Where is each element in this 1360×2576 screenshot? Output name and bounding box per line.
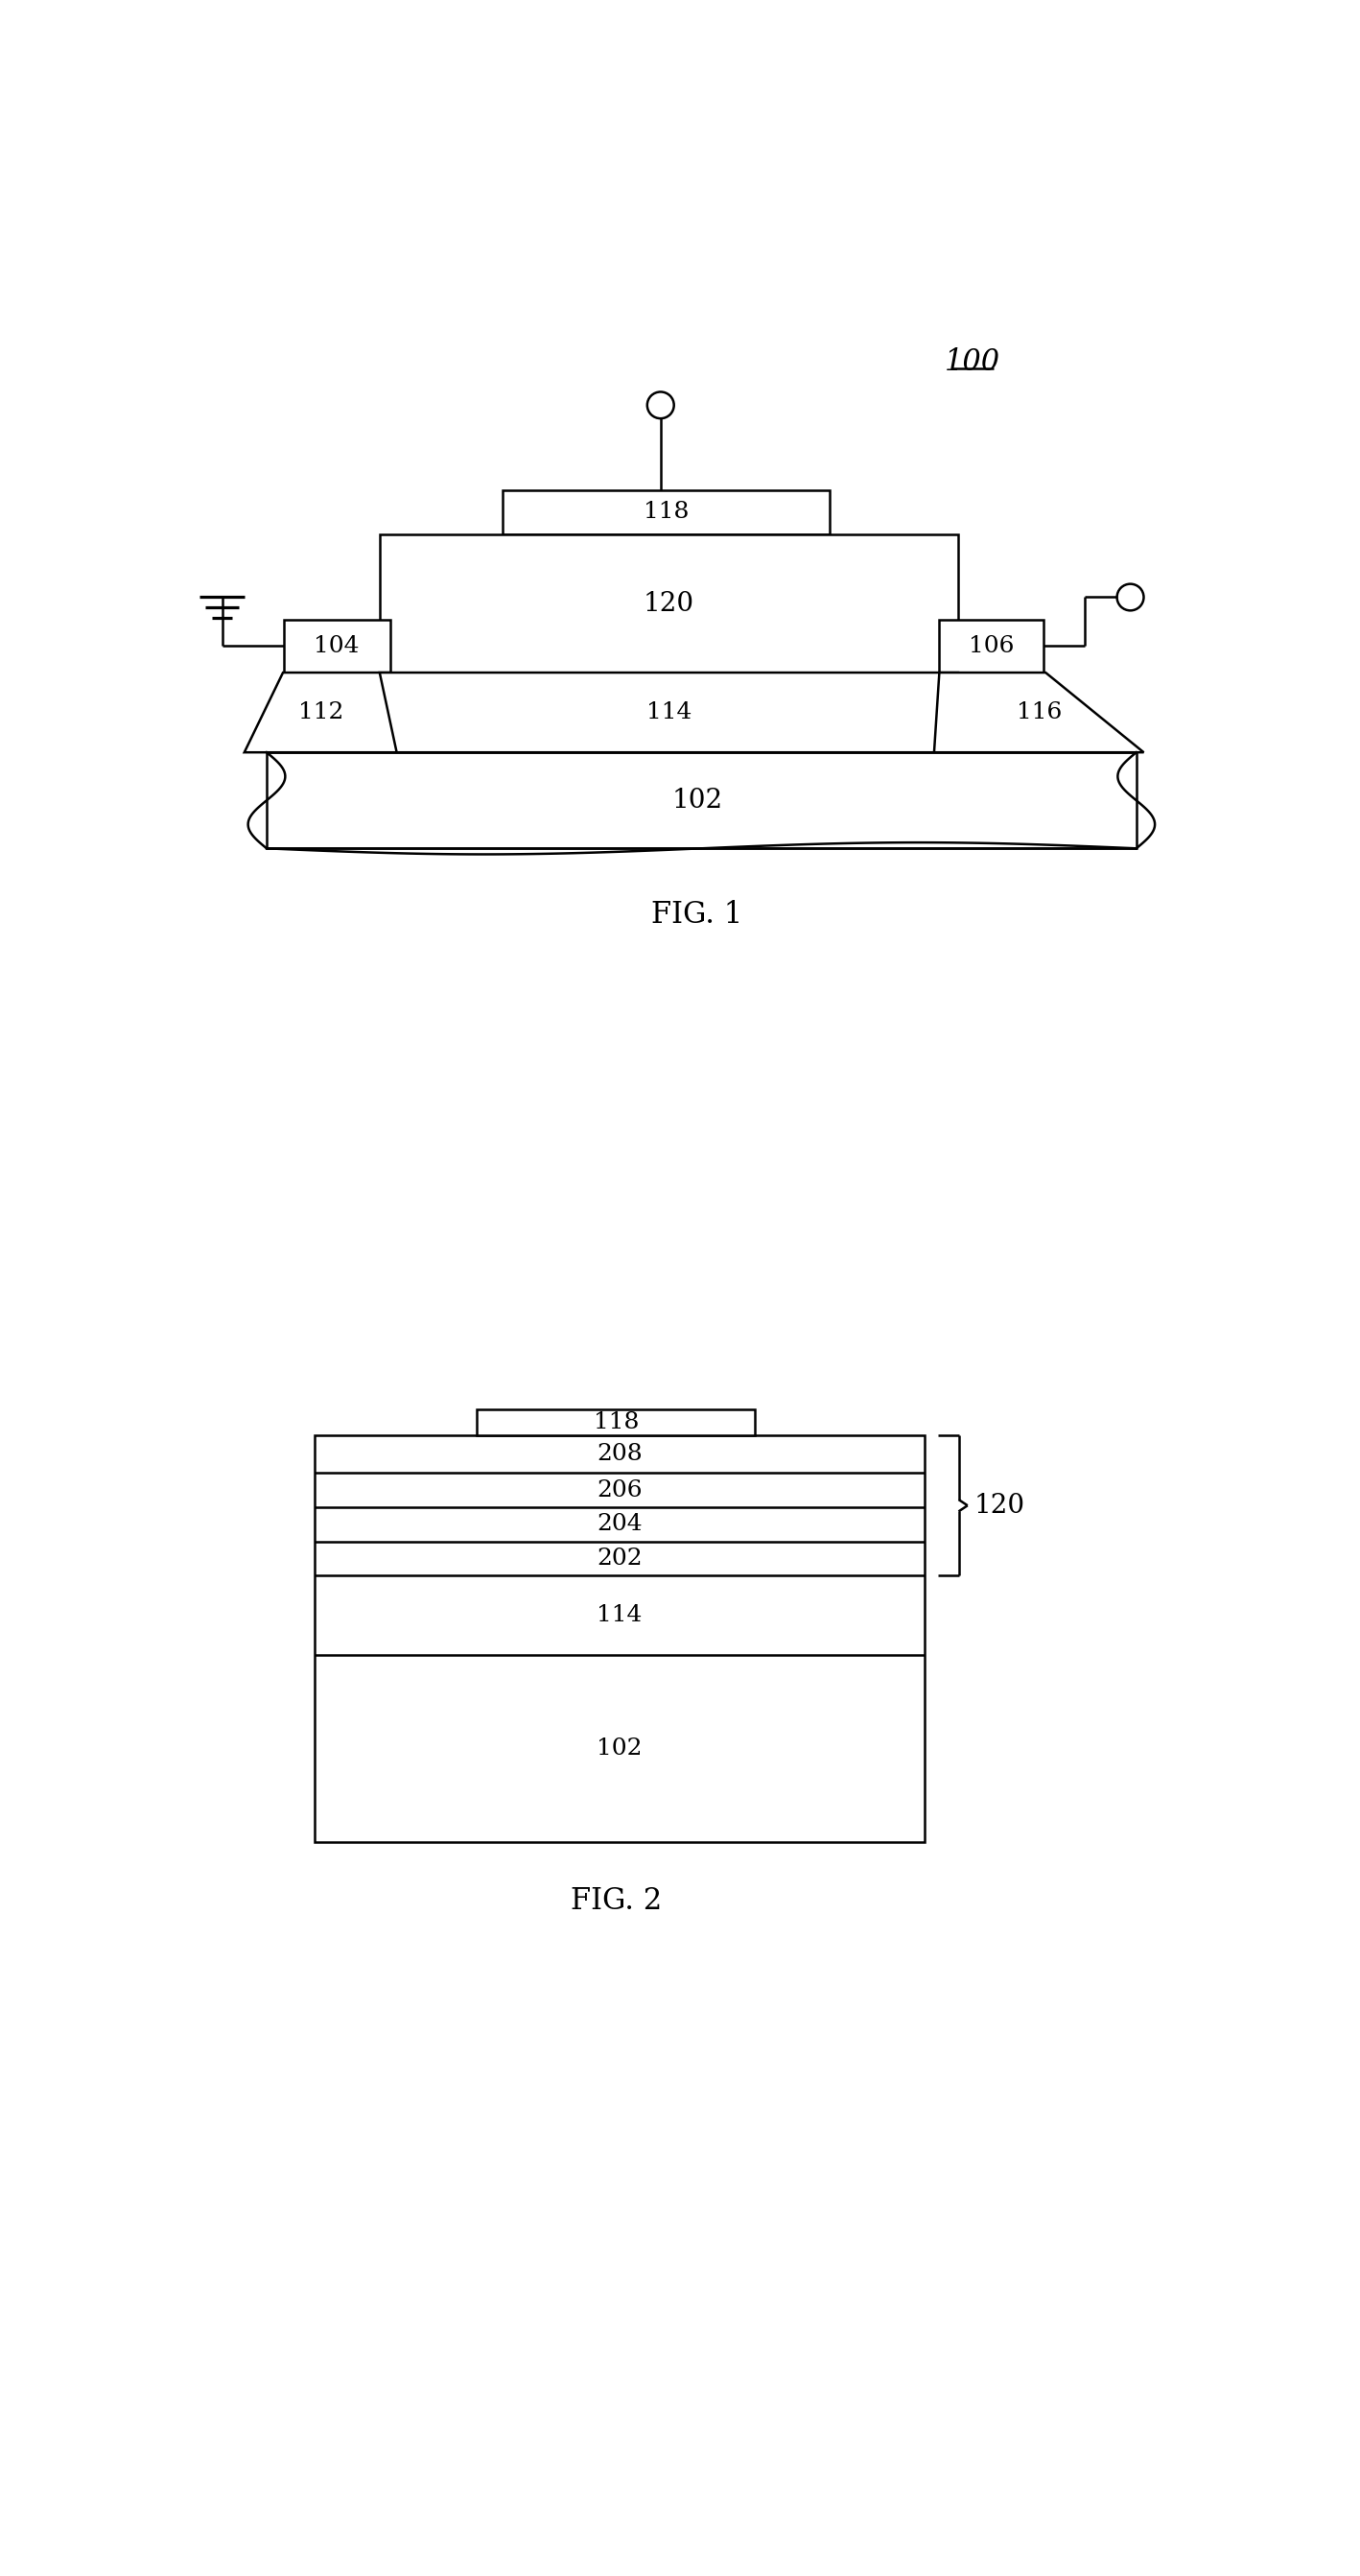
- Text: 120: 120: [974, 1492, 1025, 1517]
- Bar: [316, 1435, 925, 1842]
- Text: 202: 202: [597, 1548, 642, 1569]
- Text: 204: 204: [597, 1512, 642, 1535]
- Text: 104: 104: [314, 634, 359, 657]
- Text: 206: 206: [597, 1479, 642, 1502]
- Text: 208: 208: [597, 1443, 642, 1466]
- Text: 112: 112: [298, 701, 343, 724]
- Text: 106: 106: [968, 634, 1015, 657]
- Bar: [379, 533, 957, 672]
- Text: 118: 118: [593, 1412, 639, 1435]
- Text: 102: 102: [597, 1739, 642, 1759]
- Text: 102: 102: [672, 788, 722, 814]
- Text: 100: 100: [945, 348, 1001, 376]
- Text: 116: 116: [1016, 701, 1062, 724]
- Text: 118: 118: [643, 502, 690, 523]
- Bar: [940, 618, 1043, 672]
- Bar: [284, 618, 390, 672]
- Bar: [267, 752, 1137, 848]
- Text: 114: 114: [597, 1605, 642, 1625]
- Text: 120: 120: [643, 590, 694, 616]
- Polygon shape: [934, 672, 1144, 752]
- Polygon shape: [379, 672, 957, 752]
- Bar: [503, 489, 830, 533]
- Polygon shape: [245, 672, 397, 752]
- Text: FIG. 2: FIG. 2: [570, 1886, 662, 1917]
- Text: FIG. 1: FIG. 1: [651, 899, 743, 930]
- Bar: [477, 1409, 755, 1435]
- Text: 114: 114: [646, 701, 692, 724]
